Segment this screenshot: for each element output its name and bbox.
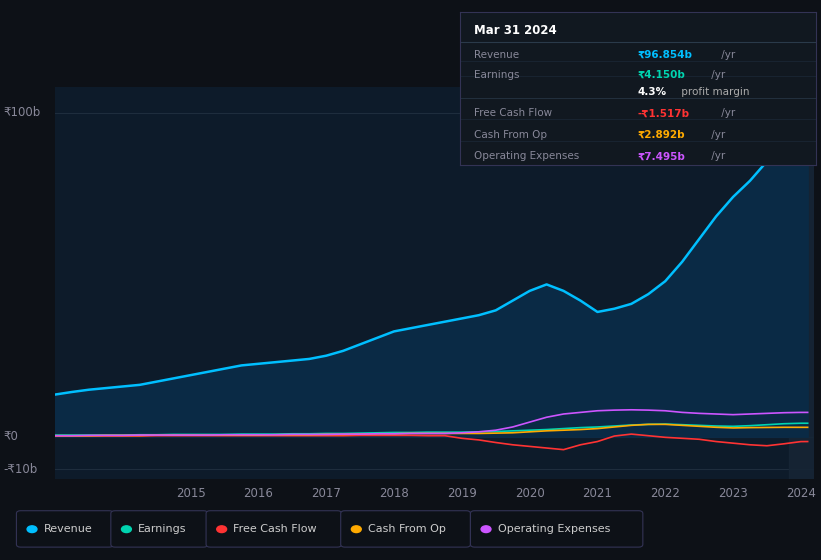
Text: Cash From Op: Cash From Op	[474, 130, 547, 140]
Text: 4.3%: 4.3%	[638, 87, 667, 97]
Text: ₹100b: ₹100b	[3, 106, 40, 119]
Bar	[789, 87, 814, 479]
Text: /yr: /yr	[708, 70, 725, 80]
Text: Earnings: Earnings	[474, 70, 520, 80]
Text: /yr: /yr	[718, 109, 735, 118]
Text: Free Cash Flow: Free Cash Flow	[233, 524, 317, 534]
Text: ₹7.495b: ₹7.495b	[638, 151, 686, 161]
Text: Mar 31 2024: Mar 31 2024	[474, 24, 557, 37]
Text: Free Cash Flow: Free Cash Flow	[474, 109, 553, 118]
Text: Operating Expenses: Operating Expenses	[474, 151, 580, 161]
Text: /yr: /yr	[718, 50, 735, 60]
Text: ₹96.854b: ₹96.854b	[638, 50, 693, 60]
Text: /yr: /yr	[708, 151, 725, 161]
Text: Operating Expenses: Operating Expenses	[498, 524, 610, 534]
Text: -₹1.517b: -₹1.517b	[638, 109, 690, 118]
Text: -₹10b: -₹10b	[3, 463, 38, 475]
Text: Earnings: Earnings	[138, 524, 186, 534]
Text: Cash From Op: Cash From Op	[368, 524, 446, 534]
Text: /yr: /yr	[708, 130, 725, 140]
Text: ₹2.892b: ₹2.892b	[638, 130, 686, 140]
Text: Revenue: Revenue	[474, 50, 519, 60]
Text: ₹0: ₹0	[3, 430, 18, 443]
Text: Revenue: Revenue	[44, 524, 92, 534]
Text: profit margin: profit margin	[678, 87, 750, 97]
Text: ₹4.150b: ₹4.150b	[638, 70, 686, 80]
